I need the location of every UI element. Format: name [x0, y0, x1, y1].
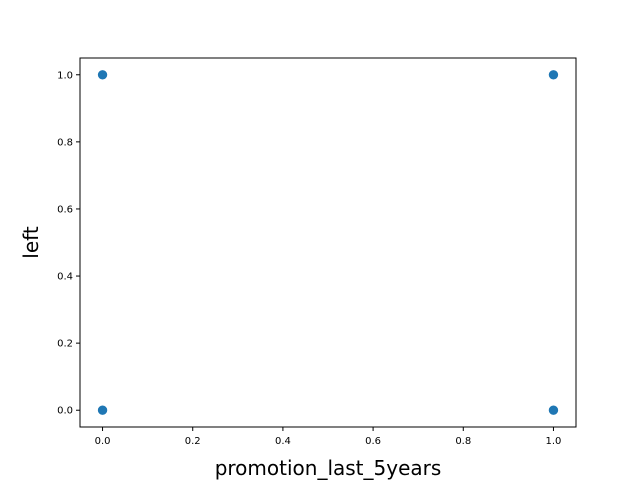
y-axis-ticks: 0.0 0.2 0.4 0.6 0.8 1.0	[57, 70, 80, 417]
y-tick-label: 0.4	[57, 272, 73, 283]
x-axis-ticks: 0.0 0.2 0.4 0.6 0.8 1.0	[95, 427, 562, 447]
x-tick-label: 1.0	[546, 436, 562, 447]
scatter-point	[548, 405, 559, 415]
plot-frame	[79, 57, 577, 428]
scatter-point	[548, 70, 559, 80]
x-tick-label: 0.4	[275, 436, 291, 447]
scatter-points	[97, 70, 559, 415]
x-tick-label: 0.0	[95, 436, 111, 447]
scatter-point	[97, 70, 108, 80]
y-tick-label: 0.6	[57, 204, 73, 215]
y-tick-label: 1.0	[57, 70, 73, 81]
scatter-point	[97, 405, 108, 415]
x-tick-label: 0.2	[185, 436, 201, 447]
x-tick-label: 0.8	[455, 436, 471, 447]
y-tick-label: 0.2	[57, 339, 73, 350]
y-axis-label: left	[19, 226, 43, 259]
y-tick-label: 0.8	[57, 137, 73, 148]
x-tick-label: 0.6	[365, 436, 381, 447]
x-axis-label: promotion_last_5years	[215, 456, 442, 480]
y-tick-label: 0.0	[57, 406, 73, 417]
